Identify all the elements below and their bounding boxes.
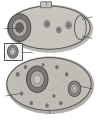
Circle shape [60,102,62,104]
Circle shape [16,72,19,77]
Circle shape [24,65,27,69]
Circle shape [66,73,67,75]
Circle shape [59,101,62,105]
Circle shape [26,66,48,92]
Circle shape [16,23,24,32]
Ellipse shape [7,58,91,110]
Circle shape [31,102,32,104]
Circle shape [46,22,49,26]
Circle shape [46,105,48,107]
Ellipse shape [8,6,90,49]
Circle shape [30,71,44,88]
Circle shape [53,95,55,97]
Bar [4,43,22,60]
FancyBboxPatch shape [41,2,51,8]
Circle shape [68,81,81,97]
Circle shape [55,65,58,69]
Circle shape [7,45,18,58]
Circle shape [30,101,33,105]
Circle shape [56,27,61,33]
Circle shape [25,66,26,68]
Circle shape [42,63,44,66]
Circle shape [46,104,49,107]
Circle shape [21,93,22,95]
Circle shape [58,29,60,31]
Circle shape [73,86,76,91]
Circle shape [43,64,44,66]
Circle shape [11,49,15,54]
Circle shape [17,73,19,75]
Circle shape [53,95,54,97]
Circle shape [12,19,27,37]
Circle shape [9,48,16,56]
Circle shape [8,14,31,41]
Ellipse shape [7,5,93,53]
Circle shape [71,84,78,94]
Circle shape [56,66,58,68]
Circle shape [67,23,70,27]
Circle shape [20,92,23,95]
Ellipse shape [6,56,94,114]
Circle shape [44,20,50,28]
Circle shape [66,22,72,29]
Circle shape [65,73,68,76]
Circle shape [34,75,41,83]
Ellipse shape [74,16,86,40]
